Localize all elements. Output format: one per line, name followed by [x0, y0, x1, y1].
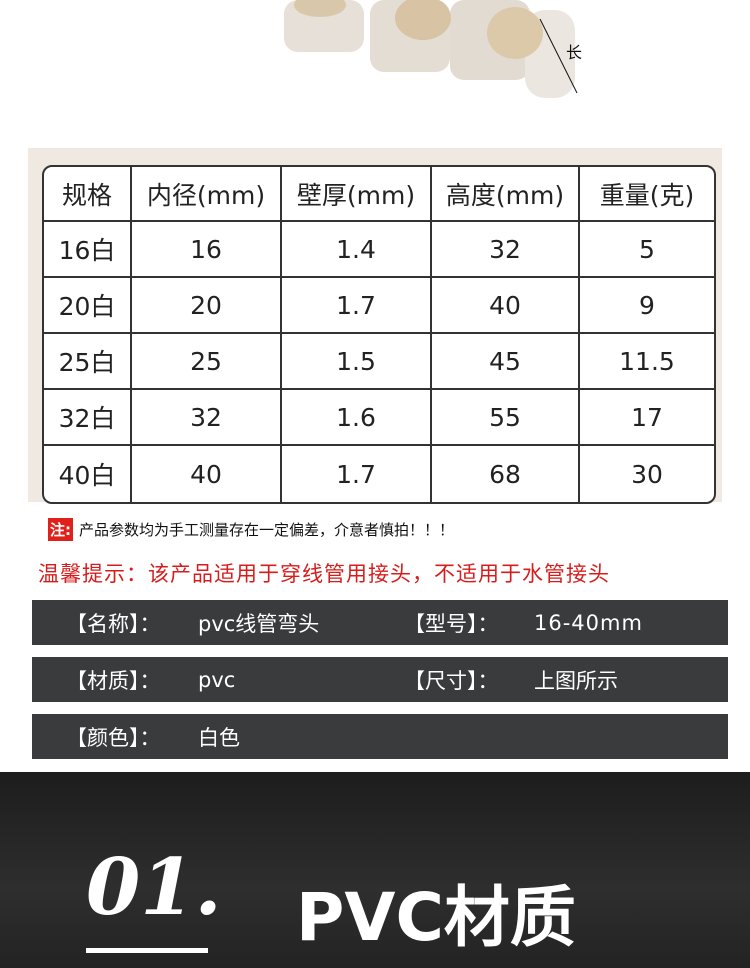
- table-row: 40白 40 1.7 68 30: [44, 446, 714, 502]
- cell: 45: [432, 334, 580, 390]
- cell: 25: [132, 334, 282, 390]
- spec-table: 规格 内径(mm) 壁厚(mm) 高度(mm) 重量(克) 16白 16 1.4 32…: [42, 165, 716, 504]
- cell: 1.5: [282, 334, 432, 390]
- cell: 40白: [44, 446, 132, 502]
- cell: 40: [132, 446, 282, 502]
- cell: 32: [132, 390, 282, 446]
- cell: 16白: [44, 222, 132, 278]
- cell: 17: [580, 390, 714, 446]
- header-cell: 高度(mm): [432, 167, 580, 222]
- measurement-note: 注: 产品参数均为手工测量存在一定偏差，介意者慎拍！！！: [48, 518, 454, 541]
- spec-value: pvc线管弯头: [198, 611, 320, 636]
- cell: 55: [432, 390, 580, 446]
- section-title: PVC材质: [296, 879, 576, 956]
- table-header-row: 规格 内径(mm) 壁厚(mm) 高度(mm) 重量(克): [44, 167, 714, 222]
- table-row: 16白 16 1.4 32 5: [44, 222, 714, 278]
- dimension-label: 长: [566, 43, 582, 62]
- table-row: 32白 32 1.6 55 17: [44, 390, 714, 446]
- spec-label: 【颜色】：: [66, 725, 161, 750]
- spec-value: 16-40mm: [534, 610, 643, 635]
- cell: 20白: [44, 278, 132, 334]
- spec-bar-color: 【颜色】： 白色: [32, 714, 728, 759]
- spec-value: pvc: [198, 667, 236, 692]
- cell: 5: [580, 222, 714, 278]
- cell: 9: [580, 278, 714, 334]
- spec-bar-name-model: 【名称】： pvc线管弯头 【型号】： 16-40mm: [32, 600, 728, 645]
- cell: 11.5: [580, 334, 714, 390]
- spec-label: 【型号】：: [404, 611, 499, 636]
- cell: 32白: [44, 390, 132, 446]
- cell: 32: [432, 222, 580, 278]
- cell: 30: [631, 459, 663, 489]
- spec-bar-material-size: 【材质】： pvc 【尺寸】： 上图所示: [32, 657, 728, 702]
- section-number: 01.: [86, 842, 222, 933]
- cell: 40: [432, 278, 580, 334]
- cell: 1.7: [282, 278, 432, 334]
- header-cell: 内径(mm): [132, 167, 282, 222]
- section-underline: [86, 948, 208, 953]
- spec-table-panel: 规格 内径(mm) 壁厚(mm) 高度(mm) 重量(克) 16白 16 1.4 32…: [28, 148, 722, 504]
- spec-value: 白色: [198, 725, 240, 750]
- note-tag: 注:: [48, 518, 73, 541]
- spec-label: 【名称】：: [66, 611, 161, 636]
- spec-label: 【尺寸】：: [404, 668, 499, 693]
- cell: 16: [132, 222, 282, 278]
- cell: 1.4: [282, 222, 432, 278]
- table-row: 20白 20 1.7 40 9: [44, 278, 714, 334]
- cell: 1.7: [282, 446, 432, 502]
- spec-label: 【材质】：: [66, 668, 161, 693]
- cell: 20: [132, 278, 282, 334]
- spec-value: 上图所示: [534, 668, 618, 693]
- pvc-elbow-photo: 长: [284, 0, 582, 98]
- header-cell: 壁厚(mm): [282, 167, 432, 222]
- table-row: 25白 25 1.5 45 11.5: [44, 334, 714, 390]
- warm-tip: 温馨提示：该产品适用于穿线管用接头，不适用于水管接头: [38, 562, 610, 586]
- note-text: 产品参数均为手工测量存在一定偏差，介意者慎拍！！！: [79, 521, 455, 539]
- cell: 25白: [44, 334, 132, 390]
- cell: 68: [432, 446, 580, 502]
- section-header: 01. PVC材质: [0, 772, 750, 968]
- cell: 1.6: [282, 390, 432, 446]
- header-cell: 重量(克): [580, 167, 714, 222]
- header-cell: 规格: [44, 167, 132, 222]
